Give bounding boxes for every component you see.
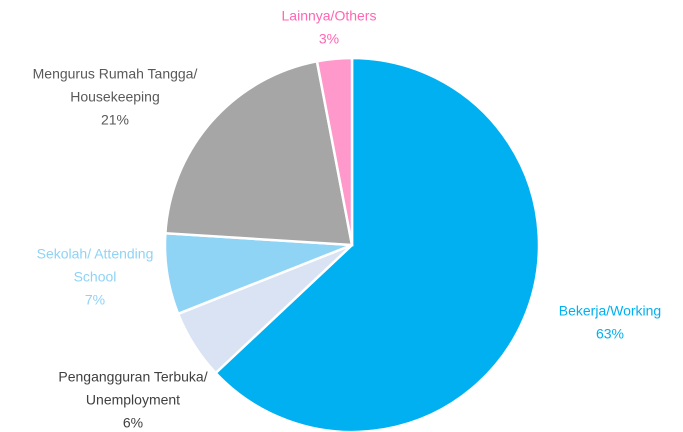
slice-label: Housekeeping [70,89,160,105]
slice-label: Mengurus Rumah Tangga/ [33,66,198,82]
slice-value-label: 7% [85,292,105,308]
slice-label: Bekerja/Working [559,303,661,319]
slice-label: Sekolah/ Attending [37,246,154,262]
pie-slice [164,59,354,247]
slice-value-label: 21% [101,112,129,128]
slice-label: Unemployment [86,392,180,408]
pie-slice [213,56,541,432]
slice-label: School [74,269,117,285]
slice-label: Lainnya/Others [282,8,377,24]
slice-value-label: 3% [319,31,339,47]
slice-value-label: 63% [596,326,624,342]
slice-value-label: 6% [123,415,143,431]
pie-slice [315,56,354,246]
slice-label: Pengangguran Terbuka/ [58,369,207,385]
